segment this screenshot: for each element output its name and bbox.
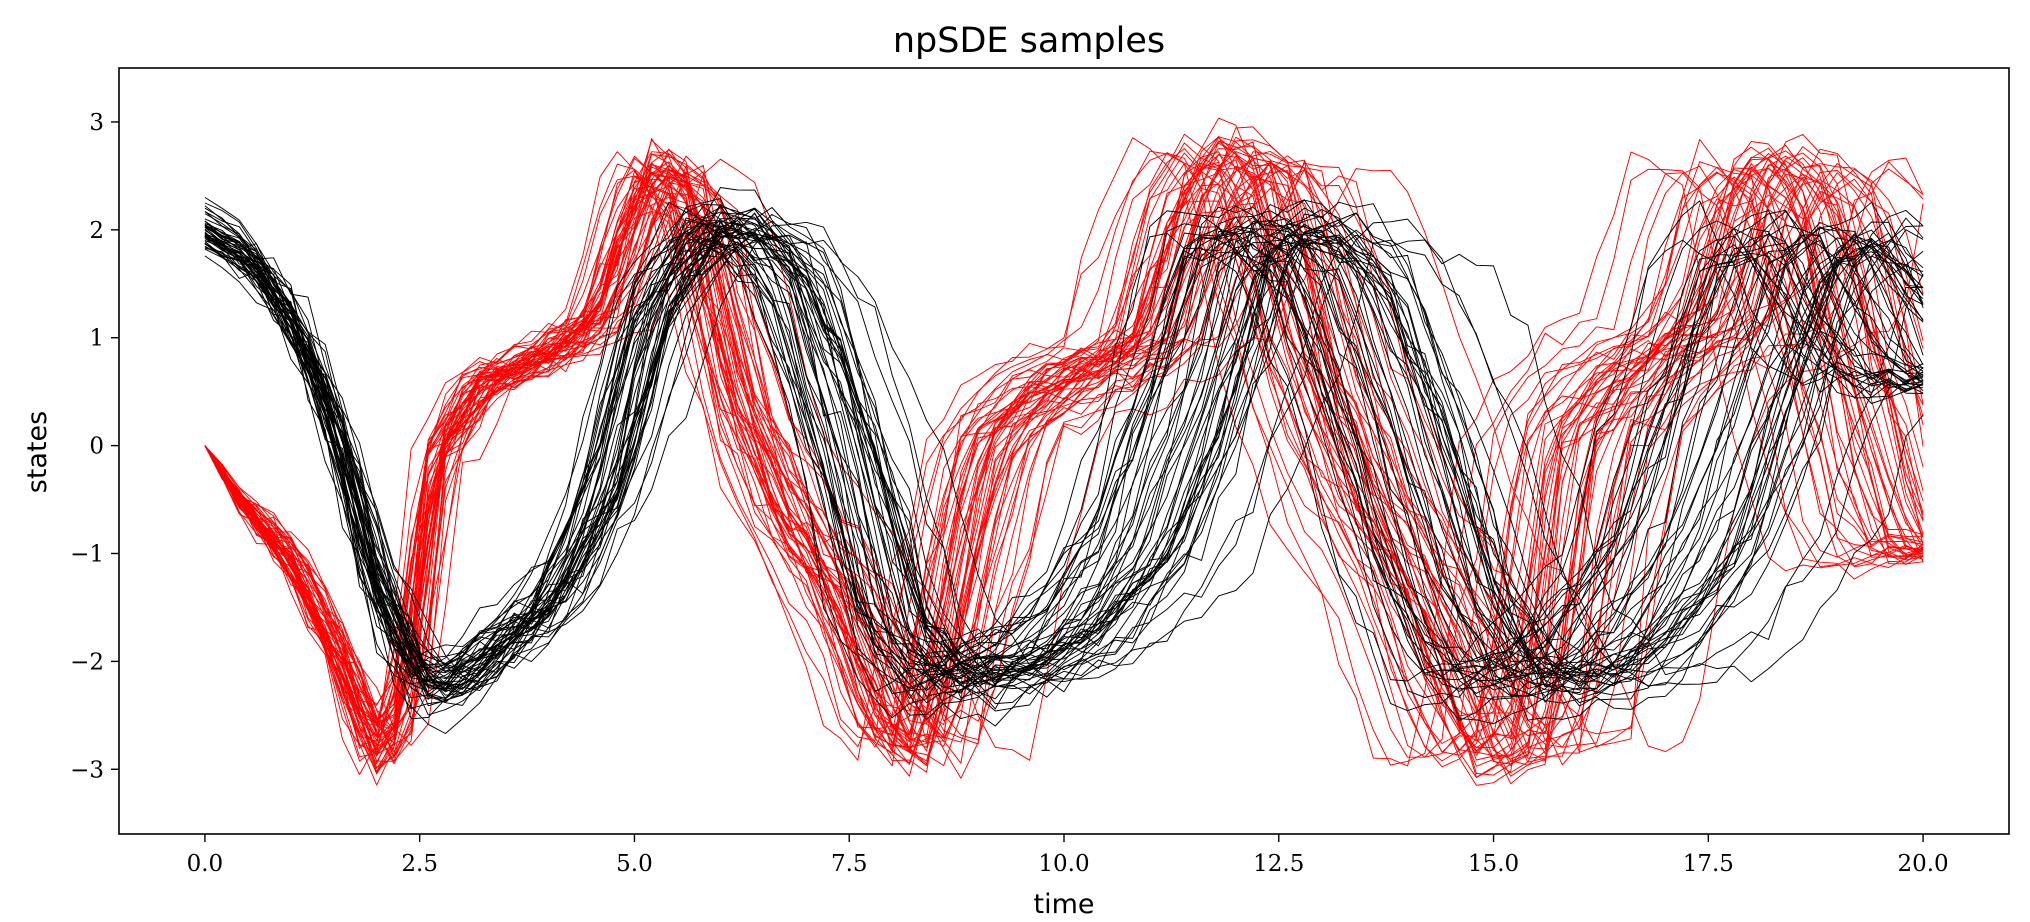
x-tick-label: 5.0 — [616, 851, 653, 877]
x-tick-label: 0.0 — [187, 851, 224, 877]
x-tick-label: 7.5 — [831, 851, 868, 877]
series-1-sample-line — [204, 208, 1924, 710]
series-1-sample-line — [204, 227, 1924, 679]
series-0-sample-line — [204, 145, 1924, 774]
series-1-sample-line — [204, 220, 1924, 699]
y-tick-label: −2 — [70, 649, 104, 675]
series-1-sample-line — [204, 222, 1924, 683]
series-0-sample-line — [204, 160, 1924, 765]
y-tick-label: 3 — [89, 110, 104, 136]
series-1 — [204, 187, 1924, 734]
series-0-sample-line — [204, 152, 1924, 758]
series-1-sample-line — [204, 212, 1924, 690]
x-tick-label: 15.0 — [1468, 851, 1519, 877]
series-0-sample-line — [204, 137, 1924, 776]
series-0-sample-line — [204, 175, 1924, 737]
series-0-sample-line — [204, 142, 1924, 779]
x-axis-label: time — [1033, 889, 1094, 920]
series-1-sample-line — [204, 221, 1924, 687]
x-tick-label: 10.0 — [1038, 851, 1089, 877]
series-1-sample-line — [204, 218, 1924, 687]
series-0-sample-line — [204, 141, 1924, 761]
series-1-sample-line — [204, 221, 1924, 686]
series-0-sample-line — [204, 142, 1924, 756]
series-0 — [204, 117, 1924, 786]
series-1-sample-line — [204, 200, 1924, 719]
y-tick-label: −3 — [70, 757, 104, 783]
y-tick-label: 0 — [89, 434, 104, 460]
series-layer — [204, 117, 1924, 786]
y-tick-label: 1 — [89, 326, 104, 352]
series-0-sample-line — [204, 150, 1924, 766]
series-0-sample-line — [204, 154, 1924, 765]
series-0-sample-line — [204, 155, 1924, 769]
series-0-sample-line — [204, 162, 1924, 749]
series-1-sample-line — [204, 219, 1924, 687]
x-tick-label: 20.0 — [1897, 851, 1948, 877]
series-1-sample-line — [204, 241, 1924, 669]
series-1-sample-line — [204, 212, 1924, 701]
y-axis-label: states — [22, 411, 53, 493]
series-1-sample-line — [204, 229, 1924, 694]
series-1-sample-line — [204, 216, 1924, 694]
series-0-sample-line — [204, 126, 1924, 785]
series-1-sample-line — [204, 207, 1924, 698]
y-tick-label: −1 — [70, 541, 104, 567]
series-0-sample-line — [204, 161, 1924, 748]
series-1-sample-line — [204, 232, 1924, 677]
series-1-sample-line — [204, 232, 1924, 687]
series-1-sample-line — [204, 206, 1924, 704]
series-1-sample-line — [204, 238, 1924, 670]
series-1-sample-line — [204, 232, 1924, 692]
series-1-sample-line — [204, 224, 1924, 682]
chart-title: npSDE samples — [893, 21, 1165, 61]
series-1-sample-line — [204, 204, 1924, 705]
x-tick-label: 12.5 — [1253, 851, 1304, 877]
series-1-sample-line — [204, 216, 1924, 690]
series-1-sample-line — [204, 207, 1924, 707]
series-1-sample-line — [204, 222, 1924, 693]
series-1-sample-line — [204, 212, 1924, 696]
series-0-sample-line — [204, 160, 1924, 759]
series-1-sample-line — [204, 228, 1924, 700]
x-axis: 0.0 2.5 5.0 7.5 10.0 12.5 15.0 17.5 20.0 — [187, 834, 1949, 877]
series-1-sample-line — [204, 235, 1924, 686]
y-tick-label: 2 — [89, 218, 104, 244]
y-axis: 3 2 1 0 −1 −2 −3 — [70, 110, 119, 783]
series-0-sample-line — [204, 152, 1924, 758]
series-1-sample-line — [204, 216, 1924, 693]
x-tick-label: 17.5 — [1683, 851, 1734, 877]
series-1-sample-line — [204, 217, 1924, 697]
series-1-sample-line — [204, 231, 1924, 684]
x-tick-label: 2.5 — [401, 851, 438, 877]
